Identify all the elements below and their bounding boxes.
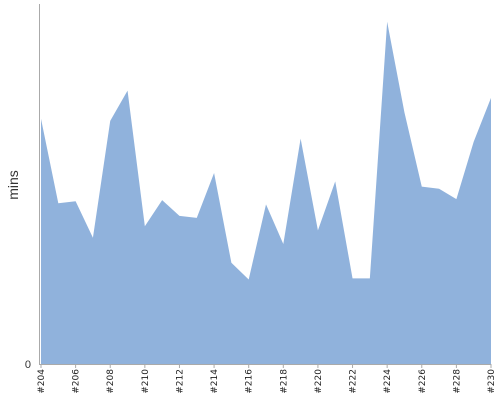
x-tick-label: #206	[72, 369, 82, 394]
area-series-0	[41, 21, 491, 365]
x-tick-label: #226	[418, 369, 428, 394]
x-tick-label: #208	[106, 369, 116, 394]
x-tick-label: #210	[141, 369, 151, 394]
x-tick-label: #218	[279, 369, 289, 394]
x-tick-label: #204	[37, 369, 47, 394]
x-axis-ticks: #204 #206 #208 #210 #212 #214 #216 #218 #220 #222…	[37, 364, 497, 394]
x-tick-label: #230	[487, 369, 497, 394]
x-tick-label: #228	[452, 369, 462, 394]
y-axis-label: mins	[5, 170, 21, 200]
plot-area	[41, 21, 491, 365]
y-axis-ticks: 0	[25, 359, 31, 371]
x-tick-label: #214	[210, 369, 220, 394]
y-tick-label: 0	[25, 359, 31, 371]
x-tick-label: #216	[245, 369, 255, 394]
x-tick-label: #220	[314, 369, 324, 394]
x-tick-label: #222	[349, 369, 359, 394]
x-tick-label: #224	[383, 369, 393, 394]
x-tick-label: #212	[175, 369, 185, 394]
